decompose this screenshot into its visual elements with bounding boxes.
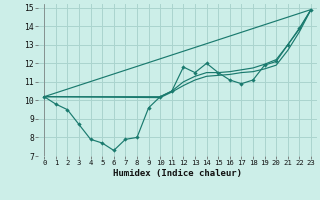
X-axis label: Humidex (Indice chaleur): Humidex (Indice chaleur) [113, 169, 242, 178]
